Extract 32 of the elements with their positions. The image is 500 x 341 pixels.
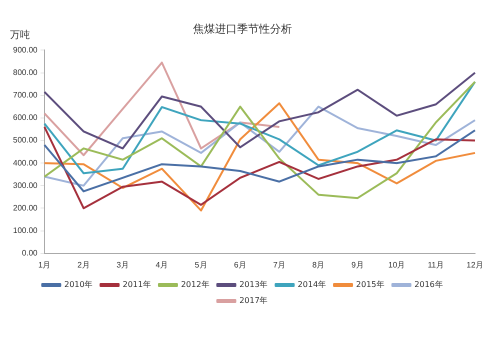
x-tick-label: 6月 <box>234 260 246 270</box>
y-tick-label: 300.00 <box>13 180 38 190</box>
legend-label: 2016年 <box>414 280 443 290</box>
x-tick-label: 2月 <box>77 260 90 270</box>
y-tick-label: 700.00 <box>13 90 38 100</box>
x-tick-label: 5月 <box>194 260 208 270</box>
y-tick-label: 500.00 <box>13 136 38 145</box>
legend-label: 2013年 <box>239 280 268 290</box>
legend-label: 2010年 <box>64 280 93 290</box>
x-tick-label: 4月 <box>156 260 168 270</box>
legend-label: 2011年 <box>122 280 151 290</box>
y-tick-label: 800.00 <box>13 68 38 77</box>
x-tick-label: 12月 <box>466 260 484 270</box>
x-tick-label: 1月 <box>38 260 51 270</box>
x-tick-label: 9月 <box>351 260 364 270</box>
x-tick-label: 7月 <box>273 260 286 270</box>
y-tick-label: 600.00 <box>13 113 38 122</box>
legend-label: 2017年 <box>239 296 268 306</box>
legend-label: 2015年 <box>356 280 384 290</box>
y-tick-label: 900.00 <box>13 45 38 54</box>
x-tick-label: 10月 <box>388 260 406 270</box>
y-tick-label: 400.00 <box>13 158 38 168</box>
y-tick-label: 100.00 <box>13 226 38 236</box>
chart-title: 焦煤进口季节性分析 <box>193 22 292 36</box>
legend-label: 2014年 <box>298 280 326 290</box>
x-tick-label: 3月 <box>116 260 129 270</box>
legend-label: 2012年 <box>180 280 210 290</box>
y-tick-label: 200.00 <box>13 203 38 212</box>
x-tick-label: 11月 <box>428 260 444 270</box>
x-tick-label: 8月 <box>312 260 325 270</box>
y-axis-title: 万吨 <box>10 28 30 42</box>
y-tick-label: 0.00 <box>22 248 38 258</box>
